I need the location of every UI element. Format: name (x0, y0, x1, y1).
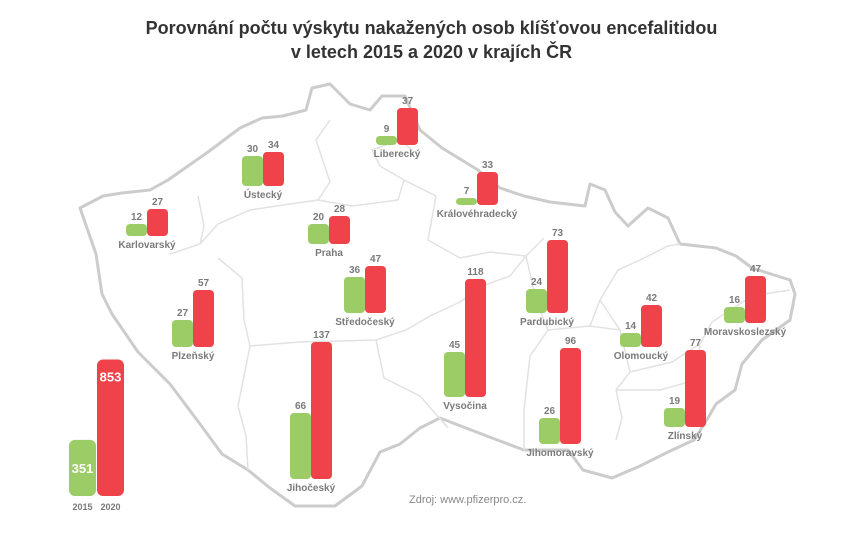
chart-title: Porovnání počtu výskytu nakažených osob … (145, 18, 718, 38)
bar-2020 (365, 266, 386, 313)
total-label-2015: 351 (72, 461, 94, 476)
bar-2015 (172, 320, 193, 347)
data-label-2020: 27 (152, 197, 164, 208)
data-label-2020: 34 (268, 140, 280, 151)
bar-2015 (724, 307, 745, 323)
source-note: Zdroj: www.pfizerpro.cz. (409, 494, 527, 506)
data-label-2015: 26 (544, 406, 556, 417)
bar-2020 (685, 350, 706, 427)
region-label: Praha (315, 248, 343, 259)
region-label: Moravskoslezský (704, 327, 787, 338)
total-year-2015: 2015 (72, 502, 92, 512)
bar-2020 (147, 209, 168, 236)
bar-2015 (126, 224, 147, 236)
bar-2015 (526, 289, 547, 313)
total-bar-2020 (97, 359, 124, 496)
region-label: Jihomoravský (526, 448, 594, 459)
data-label-2020: 42 (646, 293, 658, 304)
data-label-2020: 118 (467, 267, 484, 278)
region-label: Pardubický (520, 317, 574, 328)
bar-2015 (444, 352, 465, 397)
bar-2020 (397, 108, 418, 145)
region-label: Jihočeský (287, 483, 336, 494)
data-label-2020: 96 (565, 336, 577, 347)
data-label-2015: 20 (313, 212, 325, 223)
region-label: Středočeský (335, 317, 395, 328)
region-label: Ústecký (244, 188, 283, 201)
data-label-2015: 66 (295, 401, 307, 412)
data-label-2020: 47 (750, 264, 762, 275)
total-year-2020: 2020 (100, 502, 120, 512)
bar-2020 (641, 305, 662, 347)
bar-2015 (290, 413, 311, 479)
total-bar-2015 (69, 439, 96, 496)
region-label: Olomoucký (614, 351, 669, 362)
data-label-2015: 7 (464, 186, 470, 197)
data-label-2015: 19 (669, 396, 681, 407)
bar-2020 (477, 172, 498, 205)
data-label-2015: 36 (349, 265, 361, 276)
data-label-2015: 12 (131, 212, 143, 223)
bar-2020 (745, 276, 766, 323)
bar-2015 (344, 277, 365, 313)
data-label-2015: 9 (384, 124, 390, 135)
region-label: Královéhradecký (437, 209, 518, 220)
data-label-2020: 28 (334, 204, 346, 215)
region-label: Karlovarský (118, 240, 176, 251)
bar-2015 (539, 418, 560, 444)
bar-2020 (311, 342, 332, 479)
region-label: Zlínský (668, 431, 703, 442)
data-label-2020: 77 (690, 338, 702, 349)
czech-outline (78, 82, 797, 508)
bar-2020 (263, 152, 284, 186)
data-label-2015: 16 (729, 295, 741, 306)
data-label-2015: 45 (449, 340, 461, 351)
data-label-2020: 137 (313, 330, 330, 341)
data-label-2015: 30 (247, 144, 259, 155)
bar-2015 (242, 156, 263, 186)
region-label: Liberecký (374, 149, 421, 160)
bar-2015 (376, 136, 397, 145)
bar-2020 (329, 216, 350, 244)
data-label-2015: 27 (177, 308, 189, 319)
data-label-2015: 24 (531, 277, 543, 288)
data-label-2020: 57 (198, 278, 210, 289)
bar-2015 (308, 224, 329, 244)
bar-2015 (456, 198, 477, 205)
bar-2015 (664, 408, 685, 427)
data-label-2015: 14 (625, 321, 637, 332)
bar-2020 (465, 279, 486, 397)
bar-2020 (547, 240, 568, 313)
bar-2020 (193, 290, 214, 347)
region-label: Vysočina (443, 401, 487, 412)
data-label-2020: 37 (402, 96, 414, 107)
region-label: Plzeňský (172, 351, 215, 362)
data-label-2020: 73 (552, 228, 564, 239)
data-label-2020: 47 (370, 254, 382, 265)
data-label-2020: 33 (482, 160, 494, 171)
bars-layer: 9 37 Liberecký 30 34 Ústecký 12 27 Karlovarský 20… (69, 96, 787, 512)
total-label-2020: 853 (100, 370, 122, 385)
region-borders (169, 119, 791, 471)
bar-2015 (620, 333, 641, 347)
bar-2020 (560, 348, 581, 444)
chart-subtitle: v letech 2015 a 2020 v krajích ČR (290, 42, 573, 62)
